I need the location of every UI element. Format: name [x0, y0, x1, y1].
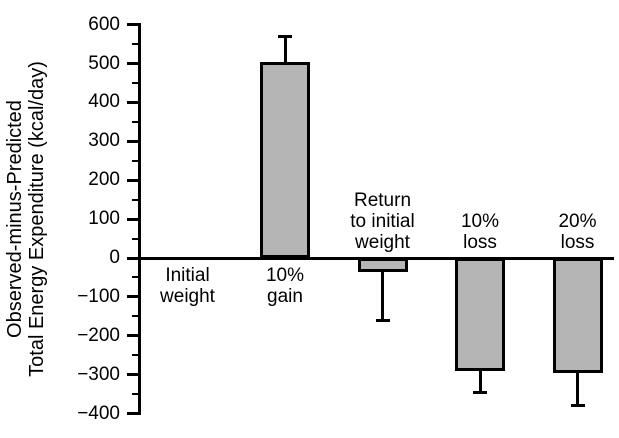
y-tick-major: [127, 62, 139, 65]
category-label-return-to-initial-weight: Return to initial weight: [323, 190, 443, 253]
y-tick-major: [127, 100, 139, 104]
category-label-line: weight: [160, 286, 215, 307]
category-label-line: loss: [463, 232, 497, 253]
y-tick-major: [127, 217, 139, 221]
bar-10-loss: [455, 258, 505, 371]
bar-20-loss: [552, 258, 603, 373]
y-tick-label: 400: [88, 91, 120, 113]
category-label-line: Initial: [165, 265, 210, 286]
category-label-10-gain: 10% gain: [225, 265, 345, 307]
category-label-line: 10%: [460, 211, 500, 232]
y-tick-major: [127, 373, 139, 377]
y-tick-label: 600: [88, 13, 120, 35]
y-tick-minor: [132, 315, 139, 318]
y-tick-label: 0: [109, 247, 120, 268]
y-tick-label: 300: [88, 130, 120, 152]
y-tick-minor: [132, 276, 139, 279]
error-whisker-20-loss: [576, 372, 579, 406]
error-cap-10-gain: [278, 34, 292, 38]
y-tick-major: [127, 334, 139, 338]
y-tick-major: [127, 139, 139, 143]
category-label-line: weight: [355, 232, 410, 253]
category-label-line: Return: [353, 190, 412, 211]
error-whisker-10-gain: [283, 36, 287, 62]
y-tick-minor: [132, 43, 139, 46]
y-tick-minor: [132, 81, 139, 84]
error-cap-20-loss: [570, 404, 585, 408]
y-tick-label: −300: [77, 363, 120, 385]
y-tick-label: 200: [88, 169, 120, 191]
y-tick-label: −400: [77, 402, 120, 424]
y-tick-minor: [132, 393, 139, 396]
category-label-10-loss: 10% loss: [420, 211, 540, 253]
y-tick-major: [127, 256, 139, 260]
bar-return-to-initial-weight: [357, 258, 408, 272]
y-tick-label: 500: [88, 52, 120, 74]
error-whisker-return-to-initial-weight: [381, 271, 384, 321]
y-tick-label: −200: [77, 324, 120, 346]
y-tick-major: [127, 178, 139, 182]
category-label-20-loss: 20% loss: [518, 211, 619, 253]
y-tick-major: [127, 412, 139, 416]
error-cap-return-to-initial-weight: [375, 318, 390, 322]
y-tick-minor: [132, 198, 139, 201]
y-tick-major: [127, 23, 139, 27]
category-label-initial-weight: Initial weight: [128, 265, 248, 307]
category-label-line: to initial: [350, 211, 415, 232]
y-axis-line: [137, 23, 141, 415]
category-label-line: loss: [560, 232, 595, 253]
error-whisker-10-loss: [478, 370, 482, 393]
y-tick-minor: [132, 237, 139, 240]
y-tick-label: 100: [88, 208, 120, 230]
y-tick-minor: [132, 120, 139, 123]
y-tick-minor: [132, 354, 139, 357]
y-tick-major: [127, 295, 139, 299]
category-label-line: 20%: [558, 211, 597, 232]
category-label-line: gain: [267, 286, 303, 307]
bar-10-gain: [260, 61, 310, 258]
y-tick-label: −100: [77, 285, 120, 307]
zero-baseline: [139, 256, 614, 260]
y-tick-minor: [132, 159, 139, 162]
category-label-line: 10%: [265, 265, 305, 286]
error-cap-10-loss: [473, 390, 487, 394]
